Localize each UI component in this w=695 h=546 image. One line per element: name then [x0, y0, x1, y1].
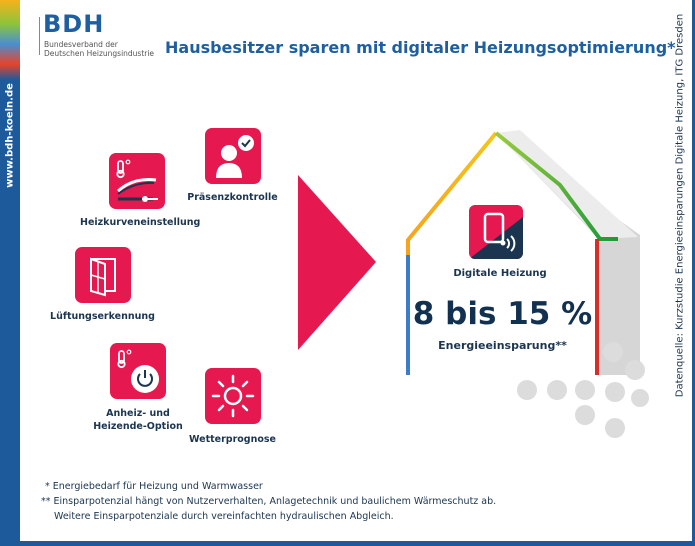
logo-subtitle-1: Bundesverband der	[44, 40, 118, 49]
left-brand-stripe	[0, 0, 20, 546]
website-url: www.bdh-koeln.de	[4, 83, 16, 188]
feature-label-lueftung: Lüftungserkennung	[50, 311, 155, 322]
window-icon	[75, 247, 131, 303]
savings-value: 8 bis 15 %	[412, 296, 593, 332]
house-graphic	[406, 130, 640, 377]
feature-label-wetter: Wetterprognose	[189, 434, 276, 445]
feature-label-heizkurve: Heizkurveneinstellung	[80, 217, 201, 228]
footnote-2: ** Einsparpotenzial hängt von Nutzerverh…	[41, 496, 497, 507]
feature-label-praesenz: Präsenzkontrolle	[187, 192, 278, 203]
color-gradient-band	[0, 0, 20, 80]
arrow-triangle	[298, 175, 376, 350]
footnote-1: * Energiebedarf für Heizung und Warmwass…	[45, 481, 263, 492]
decorative-dots	[517, 342, 649, 438]
heating-curve-icon	[109, 153, 165, 209]
bdh-logo: BDH	[43, 10, 105, 38]
feature-label-anheiz-1: Anheiz- und	[106, 408, 170, 419]
logo-subtitle-2: Deutschen Heizungsindustrie	[44, 49, 155, 58]
logo-divider	[39, 17, 40, 55]
feature-label-anheiz-2: Heizende-Option	[93, 421, 183, 432]
digital-heating-icon	[469, 205, 523, 259]
presence-icon	[205, 128, 261, 184]
house-label: Digitale Heizung	[453, 268, 547, 279]
footnote-3: Weitere Einsparpotenziale durch vereinfa…	[54, 511, 394, 522]
page-title: Hausbesitzer sparen mit digitaler Heizun…	[165, 38, 676, 57]
savings-label: Energieeinsparung**	[438, 339, 567, 352]
data-source: Datenquelle: Kurzstudie Energieeinsparun…	[674, 13, 686, 398]
bottom-border	[0, 541, 695, 546]
power-thermometer-icon	[110, 343, 166, 399]
sun-icon	[205, 368, 261, 424]
right-border	[692, 0, 695, 546]
